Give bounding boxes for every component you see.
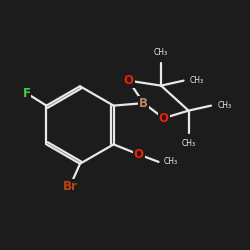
Text: F: F: [22, 86, 30, 100]
Text: Br: Br: [62, 180, 78, 193]
Text: O: O: [158, 112, 168, 124]
Text: CH₃: CH₃: [154, 48, 168, 57]
Text: O: O: [124, 74, 134, 87]
Text: CH₃: CH₃: [182, 139, 196, 148]
Text: CH₃: CH₃: [190, 76, 204, 85]
Text: B: B: [139, 96, 148, 110]
Text: CH₃: CH₃: [164, 158, 178, 166]
Text: CH₃: CH₃: [217, 101, 232, 110]
Text: O: O: [134, 148, 143, 161]
